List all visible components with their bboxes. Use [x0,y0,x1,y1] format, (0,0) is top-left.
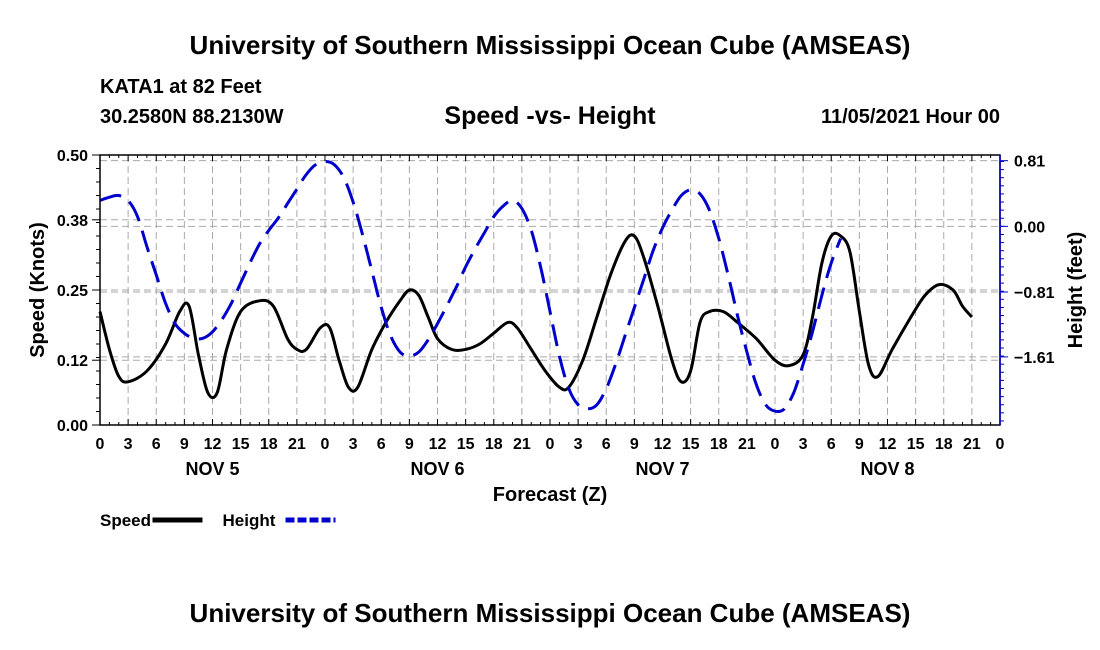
x-tick-label: 21 [738,436,756,453]
x-tick-label: 0 [996,436,1005,453]
x-tick-label: 6 [152,436,161,453]
y-tick-label: 0.50 [57,148,88,165]
y2-tick-label: −0.81 [1014,285,1055,302]
x-axis-label: Forecast (Z) [493,484,607,506]
speed-series-line [98,231,974,400]
x-tick-label: 21 [288,436,306,453]
x-tick-label: 9 [855,436,864,453]
x-tick-label: 12 [429,436,447,453]
x-tick-label: 6 [602,436,611,453]
legend: Speed Height [100,511,336,530]
x-tick-label: 15 [232,436,250,453]
x-tick-label: 15 [907,436,925,453]
y-tick-label: 0.25 [57,283,88,300]
y2-tick-label: 0.81 [1014,154,1045,171]
x-tick-label: 0 [96,436,105,453]
day-label: NOV 7 [635,459,689,479]
x-tick-label: 0 [546,436,555,453]
series-lines [98,160,974,414]
x-tick-label: 6 [377,436,386,453]
y-tick-label: 0.00 [57,418,88,435]
x-tick-label: 3 [349,436,358,453]
x-tick-label: 18 [485,436,503,453]
chart-title: University of Southern Mississippi Ocean… [189,30,911,60]
x-tick-label: 9 [630,436,639,453]
y-tick-label: 0.12 [57,353,88,370]
x-tick-label: 18 [260,436,278,453]
station-label: KATA1 at 82 Feet [100,76,262,98]
x-tick-label: 12 [654,436,672,453]
height-series-line [99,160,843,414]
x-tick-label: 18 [710,436,728,453]
x-tick-label: 0 [321,436,330,453]
x-tick-label: 21 [513,436,531,453]
x-tick-label: 18 [935,436,953,453]
grid-lines [100,155,1000,425]
x-tick-label: 21 [963,436,981,453]
coordinates-label: 30.2580N 88.2130W [100,106,284,128]
y2-axis-label: Height (feet) [1065,232,1087,349]
day-label: NOV 5 [185,459,239,479]
x-tick-label: 12 [879,436,897,453]
footer-title: University of Southern Mississippi Ocean… [189,598,911,628]
y-tick-label: 0.38 [57,213,88,230]
axes: 0 3 6 9 12 15 18 21 0 3 6 9 12 15 18 21 0 3 6 9 12 15 18 21 0 3 6 9… [57,148,1055,479]
forecast-datetime: 11/05/2021 Hour 00 [820,106,1000,128]
day-label: NOV 6 [410,459,464,479]
x-tick-label: 3 [799,436,808,453]
speed-height-chart: 0 3 6 9 12 15 18 21 0 3 6 9 12 15 18 21 0 3 6 9 12 15 18 21 0 3 6 9… [27,148,1087,530]
x-tick-label: 3 [574,436,583,453]
y2-tick-label: 0.00 [1014,219,1045,236]
x-tick-label: 9 [180,436,189,453]
legend-label-speed: Speed [100,511,151,530]
y2-tick-label: −1.61 [1014,350,1055,367]
chart-subtitle: Speed -vs- Height [444,102,656,130]
x-tick-label: 12 [204,436,222,453]
y-axis-label: Speed (Knots) [27,222,49,358]
x-tick-label: 0 [771,436,780,453]
x-tick-label: 9 [405,436,414,453]
x-tick-label: 6 [827,436,836,453]
day-label: NOV 8 [860,459,914,479]
x-tick-label: 15 [682,436,700,453]
legend-label-height: Height [223,511,276,530]
x-tick-label: 15 [457,436,475,453]
x-tick-label: 3 [124,436,133,453]
